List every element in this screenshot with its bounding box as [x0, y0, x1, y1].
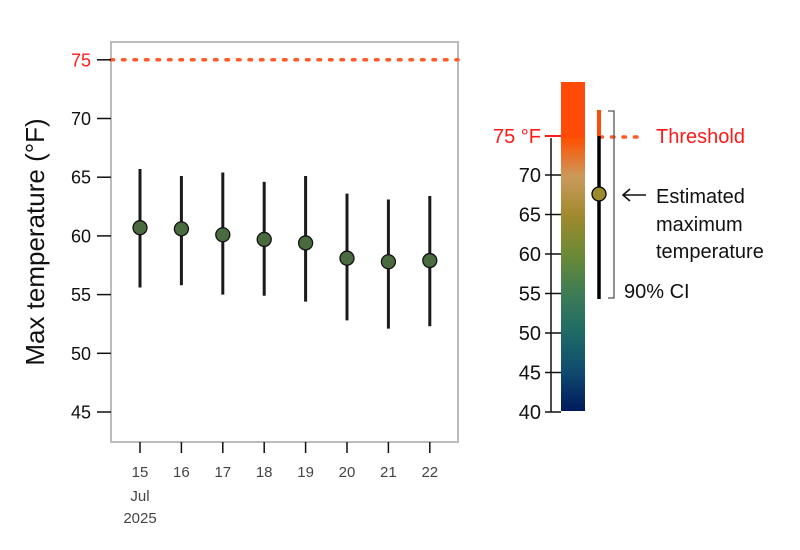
- x-month-label: Jul: [130, 488, 149, 505]
- estimate-point: [215, 227, 231, 243]
- y-tick-label: 55: [71, 285, 91, 305]
- legend-axis: 40 45 50 55 60 65 70: [519, 165, 561, 424]
- legend-ci-bracket: [608, 110, 615, 299]
- plot-frame: [110, 41, 459, 443]
- estimate-point: [297, 235, 314, 251]
- y-tick-label: 45: [71, 403, 91, 423]
- legend-tick-label: 55: [519, 284, 541, 306]
- estimate-point: [256, 231, 272, 248]
- legend-estimate-marker: [591, 186, 607, 202]
- y-axis: 45 50 55 60 65 70 75: [71, 50, 111, 423]
- legend-tick-label: 40: [519, 402, 541, 424]
- y-tick-label: 75: [71, 50, 91, 70]
- error-bars: [138, 168, 432, 329]
- y-axis-title: Max temperature (°F): [20, 118, 50, 365]
- y-tick-label: 60: [71, 226, 91, 246]
- legend-tick-label: 45: [519, 363, 541, 385]
- legend-estimate-label-1: Estimated: [656, 186, 745, 208]
- legend-ci-above-segment: [597, 110, 601, 136]
- legend-tick-label: 50: [519, 323, 541, 345]
- x-tick-label: 18: [256, 464, 273, 481]
- legend-threshold-label: 75 °F: [493, 126, 541, 148]
- y-tick-label: 70: [71, 109, 91, 129]
- legend-tick-label: 65: [519, 205, 541, 227]
- x-tick-label: 17: [214, 464, 231, 481]
- x-year-label: 2025: [123, 510, 156, 527]
- estimate-point: [132, 220, 148, 236]
- legend-above-threshold-block: [561, 82, 585, 138]
- x-tick-label: 19: [297, 464, 314, 481]
- x-tick-label: 16: [173, 464, 190, 481]
- estimate-point: [380, 254, 397, 270]
- legend-threshold-text: Threshold: [656, 126, 745, 148]
- y-tick-label: 50: [71, 344, 91, 364]
- x-tick-label: 22: [421, 464, 438, 481]
- legend-ci-label: 90% CI: [624, 281, 690, 303]
- legend-estimate-label-2: maximum: [656, 214, 743, 236]
- legend-tick-label: 70: [519, 165, 541, 187]
- main-plot: 45 50 55 60 65 70 75 15 16 17 18 19 20 21 22 Jul 2025…: [20, 41, 460, 527]
- y-tick-label: 65: [71, 168, 91, 188]
- estimate-point: [339, 250, 355, 266]
- estimate-point: [422, 252, 438, 269]
- legend-tick-label: 60: [519, 244, 541, 266]
- x-tick-label: 21: [380, 464, 397, 481]
- estimate-point: [173, 221, 190, 237]
- legend: 40 45 50 55 60 65 70 75 °F Threshold Estimated…: [493, 82, 764, 424]
- legend-gradient-bar: [561, 138, 585, 411]
- estimate-points: [132, 220, 438, 270]
- legend-estimate-arrow: [621, 188, 646, 202]
- x-tick-label: 15: [132, 464, 149, 481]
- x-tick-label: 20: [339, 464, 356, 481]
- legend-estimate-label-3: temperature: [656, 241, 764, 263]
- x-axis: 15 16 17 18 19 20 21 22: [132, 442, 438, 481]
